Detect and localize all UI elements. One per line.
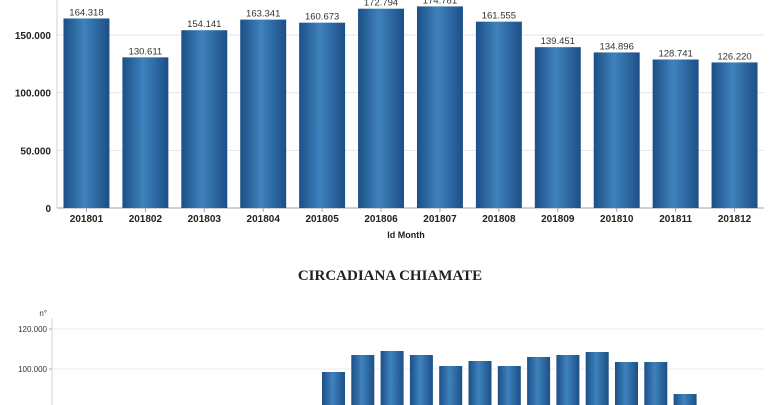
bar bbox=[63, 18, 110, 209]
bar bbox=[351, 355, 375, 405]
bar bbox=[122, 57, 169, 209]
y-tick-label: 100.000 bbox=[18, 365, 47, 374]
data-label: 160.673 bbox=[305, 12, 339, 23]
data-label: 172.794 bbox=[364, 0, 398, 9]
x-tick-label: 201807 bbox=[423, 214, 457, 225]
bar bbox=[527, 357, 551, 405]
x-tick-label: 201809 bbox=[541, 214, 575, 225]
x-tick-label: 201806 bbox=[364, 214, 398, 225]
y-axis-title: n° bbox=[39, 309, 47, 318]
data-label: 134.896 bbox=[600, 41, 634, 52]
y-tick-label: 120.000 bbox=[18, 325, 47, 334]
bar bbox=[409, 355, 433, 405]
y-tick-label: 50.000 bbox=[20, 146, 51, 157]
bar bbox=[322, 372, 345, 405]
monthly-bar-chart: 164.318 130.611 154.141 163.341 160.673 172.7… bbox=[15, 0, 764, 240]
bar bbox=[240, 19, 287, 208]
x-axis-title: Id Month bbox=[387, 230, 425, 240]
x-tick-label: 201805 bbox=[305, 214, 339, 225]
x-tick-label: 201804 bbox=[247, 214, 281, 225]
data-label: 174.781 bbox=[423, 0, 457, 6]
chart-title: CIRCADIANA CHIAMATE bbox=[297, 268, 483, 284]
bar bbox=[673, 394, 697, 405]
bar bbox=[497, 366, 521, 405]
data-label: 161.555 bbox=[482, 11, 516, 22]
data-label: 139.451 bbox=[541, 36, 575, 47]
bar bbox=[644, 362, 668, 405]
x-tick-label: 201810 bbox=[600, 214, 634, 225]
data-label: 154.141 bbox=[187, 19, 221, 30]
bar bbox=[534, 47, 581, 209]
bar bbox=[299, 22, 346, 209]
bar bbox=[593, 52, 640, 208]
bar bbox=[556, 355, 580, 405]
data-label: 163.341 bbox=[246, 9, 280, 20]
bar bbox=[439, 366, 463, 405]
x-tick-label: 201812 bbox=[718, 214, 752, 225]
bar bbox=[358, 8, 405, 208]
x-tick-label: 201802 bbox=[129, 214, 163, 225]
x-tick-label: 201811 bbox=[659, 214, 692, 225]
y-tick-label: 100.000 bbox=[15, 89, 52, 100]
bar bbox=[585, 352, 609, 405]
bar bbox=[475, 21, 522, 208]
y-tick-label: 0 bbox=[45, 204, 51, 215]
bar bbox=[652, 59, 699, 209]
data-label: 164.318 bbox=[69, 7, 103, 18]
x-tick-label: 201803 bbox=[188, 214, 222, 225]
data-label: 130.611 bbox=[129, 46, 163, 57]
x-tick-label: 201801 bbox=[70, 214, 104, 225]
bar bbox=[468, 361, 492, 405]
data-label: 128.741 bbox=[658, 49, 692, 60]
bar bbox=[615, 362, 638, 405]
y-tick-label: 150.000 bbox=[15, 31, 52, 42]
bar bbox=[711, 62, 758, 209]
bar bbox=[380, 351, 404, 405]
bar bbox=[181, 30, 228, 208]
x-tick-label: 201808 bbox=[482, 214, 516, 225]
bar bbox=[416, 6, 463, 208]
data-label: 126.220 bbox=[717, 51, 751, 62]
